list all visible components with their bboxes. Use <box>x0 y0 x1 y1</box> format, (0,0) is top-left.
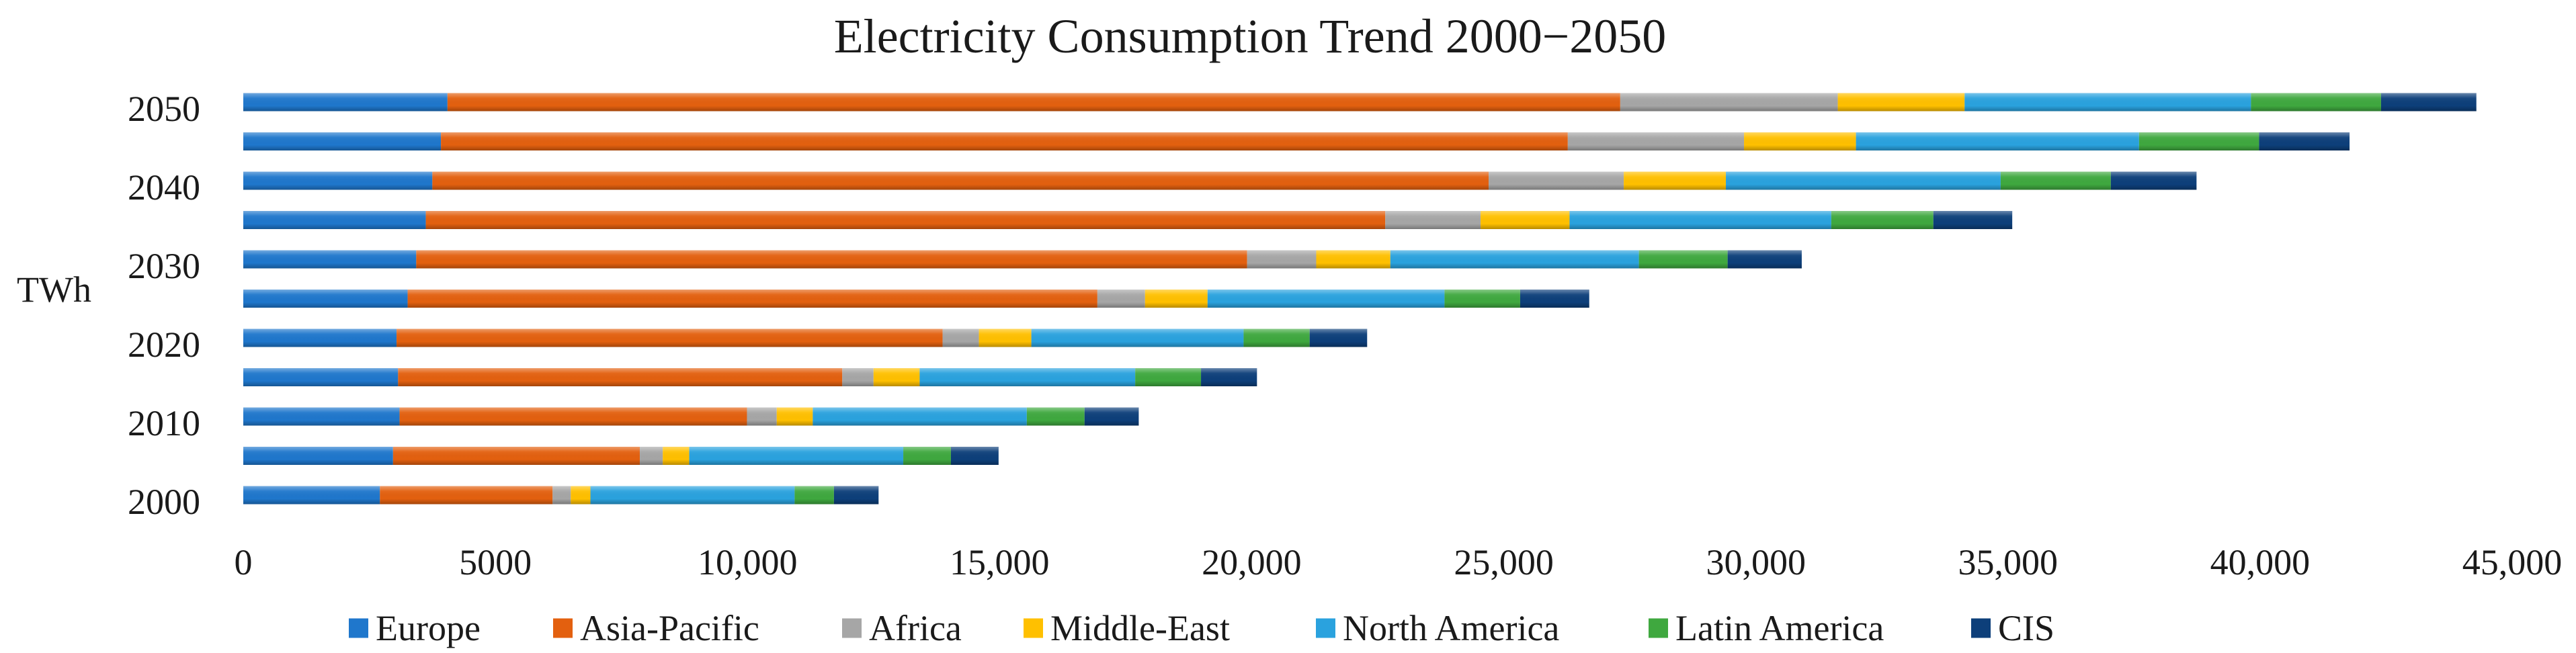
legend-label: North America <box>1343 608 1559 648</box>
bar-row-2035 <box>243 211 2013 229</box>
bar-row-2000 <box>243 486 879 505</box>
x-tick-label: 30,000 <box>1706 542 1806 582</box>
legend-swatch <box>1316 618 1335 638</box>
y-axis-label: TWh <box>17 269 91 310</box>
y-axis-ticks: 2000 2010 2020 2030 2040 2050 <box>128 89 200 522</box>
y-tick-label: 2050 <box>128 89 200 129</box>
bar-row-2005 <box>243 447 999 465</box>
bar-shading-2050 <box>243 93 2477 112</box>
y-tick-label: 2010 <box>128 403 200 443</box>
legend-label: Asia-Pacific <box>580 608 759 648</box>
x-tick-label: 5000 <box>459 542 532 582</box>
x-axis-ticks: 0 5000 10,000 15,000 20,000 25,000 30,000 35,00… <box>235 542 2563 582</box>
legend: Europe Asia-Pacific Africa Middle-East North… <box>349 608 2054 648</box>
legend-item-asia-pacific: Asia-Pacific <box>553 608 759 648</box>
legend-item-cis: CIS <box>1971 608 2054 648</box>
bar-row-2015 <box>243 368 1257 386</box>
bar-shading-2035 <box>243 211 2013 229</box>
legend-item-latin-america: Latin America <box>1649 608 1884 648</box>
legend-label: Africa <box>869 608 962 648</box>
bar-row-2025 <box>243 290 1589 308</box>
legend-item-africa: Africa <box>842 608 962 648</box>
bar-shading-2005 <box>243 447 999 465</box>
legend-label: CIS <box>1998 608 2054 648</box>
legend-label: Middle-East <box>1050 608 1230 648</box>
legend-swatch <box>1024 618 1043 638</box>
bar-shading-2020 <box>243 329 1368 347</box>
bar-shading-2030 <box>243 250 1802 269</box>
legend-swatch <box>1971 618 1991 638</box>
x-tick-label: 0 <box>235 542 253 582</box>
legend-swatch <box>842 618 862 638</box>
bars-layer <box>243 93 2477 505</box>
legend-item-europe: Europe <box>349 608 481 648</box>
bar-row-2030 <box>243 250 1802 269</box>
legend-swatch <box>1649 618 1668 638</box>
legend-label: Europe <box>376 608 481 648</box>
bar-row-2040 <box>243 171 2197 190</box>
x-tick-label: 10,000 <box>698 542 798 582</box>
x-tick-label: 15,000 <box>950 542 1050 582</box>
legend-swatch <box>553 618 573 638</box>
y-tick-label: 2020 <box>128 324 200 365</box>
bar-shading-2010 <box>243 407 1139 426</box>
bar-shading-2045 <box>243 132 2350 150</box>
bar-row-2050 <box>243 93 2477 112</box>
legend-swatch <box>349 618 368 638</box>
legend-item-north-america: North America <box>1316 608 1559 648</box>
bar-row-2045 <box>243 132 2350 150</box>
bar-row-2010 <box>243 407 1139 426</box>
y-tick-label: 2000 <box>128 482 200 522</box>
bar-shading-2000 <box>243 486 879 505</box>
y-tick-label: 2030 <box>128 246 200 286</box>
chart-title: Electricity Consumption Trend 2000−2050 <box>834 9 1667 63</box>
legend-label: Latin America <box>1675 608 1884 648</box>
x-tick-label: 20,000 <box>1202 542 1302 582</box>
bar-shading-2025 <box>243 290 1589 308</box>
x-tick-label: 25,000 <box>1454 542 1554 582</box>
x-tick-label: 40,000 <box>2210 542 2311 582</box>
bar-shading-2015 <box>243 368 1257 386</box>
x-tick-label: 45,000 <box>2462 542 2563 582</box>
legend-item-middle-east: Middle-East <box>1024 608 1230 648</box>
bar-row-2020 <box>243 329 1368 347</box>
y-tick-label: 2040 <box>128 167 200 208</box>
bar-shading-2040 <box>243 171 2197 190</box>
x-tick-label: 35,000 <box>1958 542 2059 582</box>
